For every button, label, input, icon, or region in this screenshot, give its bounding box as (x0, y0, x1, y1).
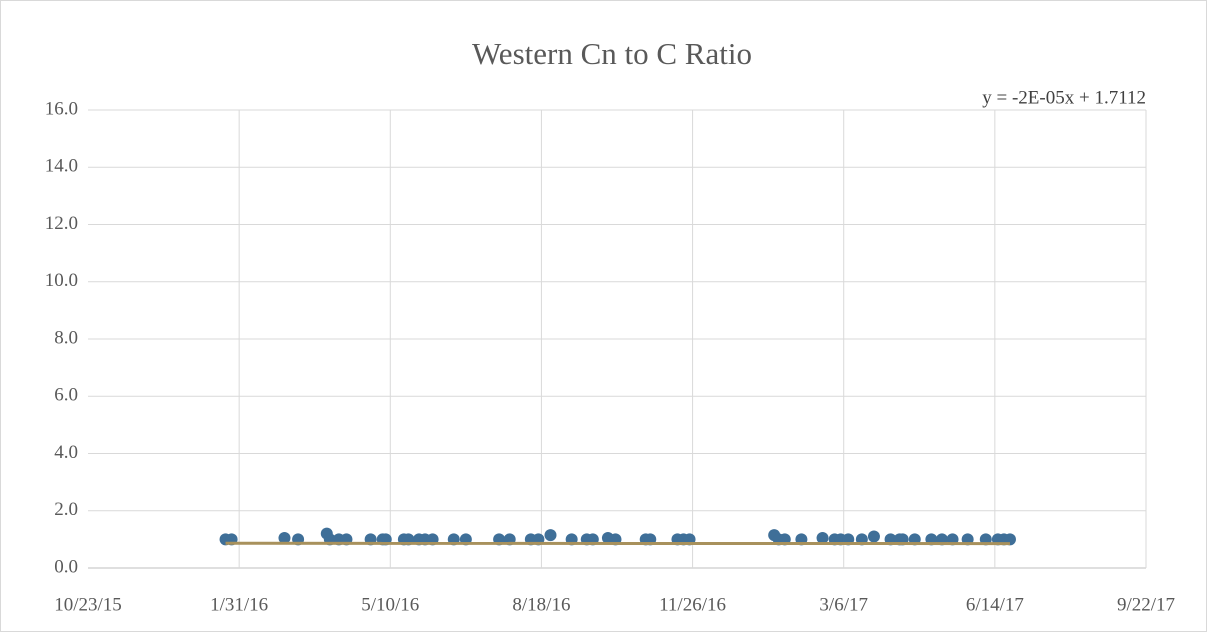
trendline-equation: y = -2E-05x + 1.7112 (982, 87, 1146, 108)
x-tick-label: 9/22/17 (1117, 594, 1175, 615)
data-point (544, 529, 557, 542)
x-tick-label: 8/18/16 (512, 594, 570, 615)
y-tick-label: 10.0 (45, 270, 78, 291)
chart-title: Western Cn to C Ratio (472, 36, 752, 71)
x-tick-label: 3/6/17 (819, 594, 868, 615)
y-tick-label: 0.0 (54, 556, 78, 577)
data-point (867, 530, 880, 543)
y-tick-label: 2.0 (54, 499, 78, 520)
y-tick-label: 4.0 (54, 442, 78, 463)
data-point (816, 531, 829, 544)
x-tick-label: 11/26/16 (659, 594, 726, 615)
x-tick-label: 1/31/16 (210, 594, 268, 615)
x-tick-label: 6/14/17 (966, 594, 1024, 615)
x-tick-label: 5/10/16 (361, 594, 419, 615)
y-tick-label: 6.0 (54, 385, 78, 406)
y-tick-label: 14.0 (45, 156, 78, 177)
y-tick-label: 16.0 (45, 98, 78, 119)
x-tick-label: 10/23/15 (54, 594, 122, 615)
data-point (278, 531, 291, 544)
y-tick-label: 12.0 (45, 213, 78, 234)
y-tick-label: 8.0 (54, 327, 78, 348)
